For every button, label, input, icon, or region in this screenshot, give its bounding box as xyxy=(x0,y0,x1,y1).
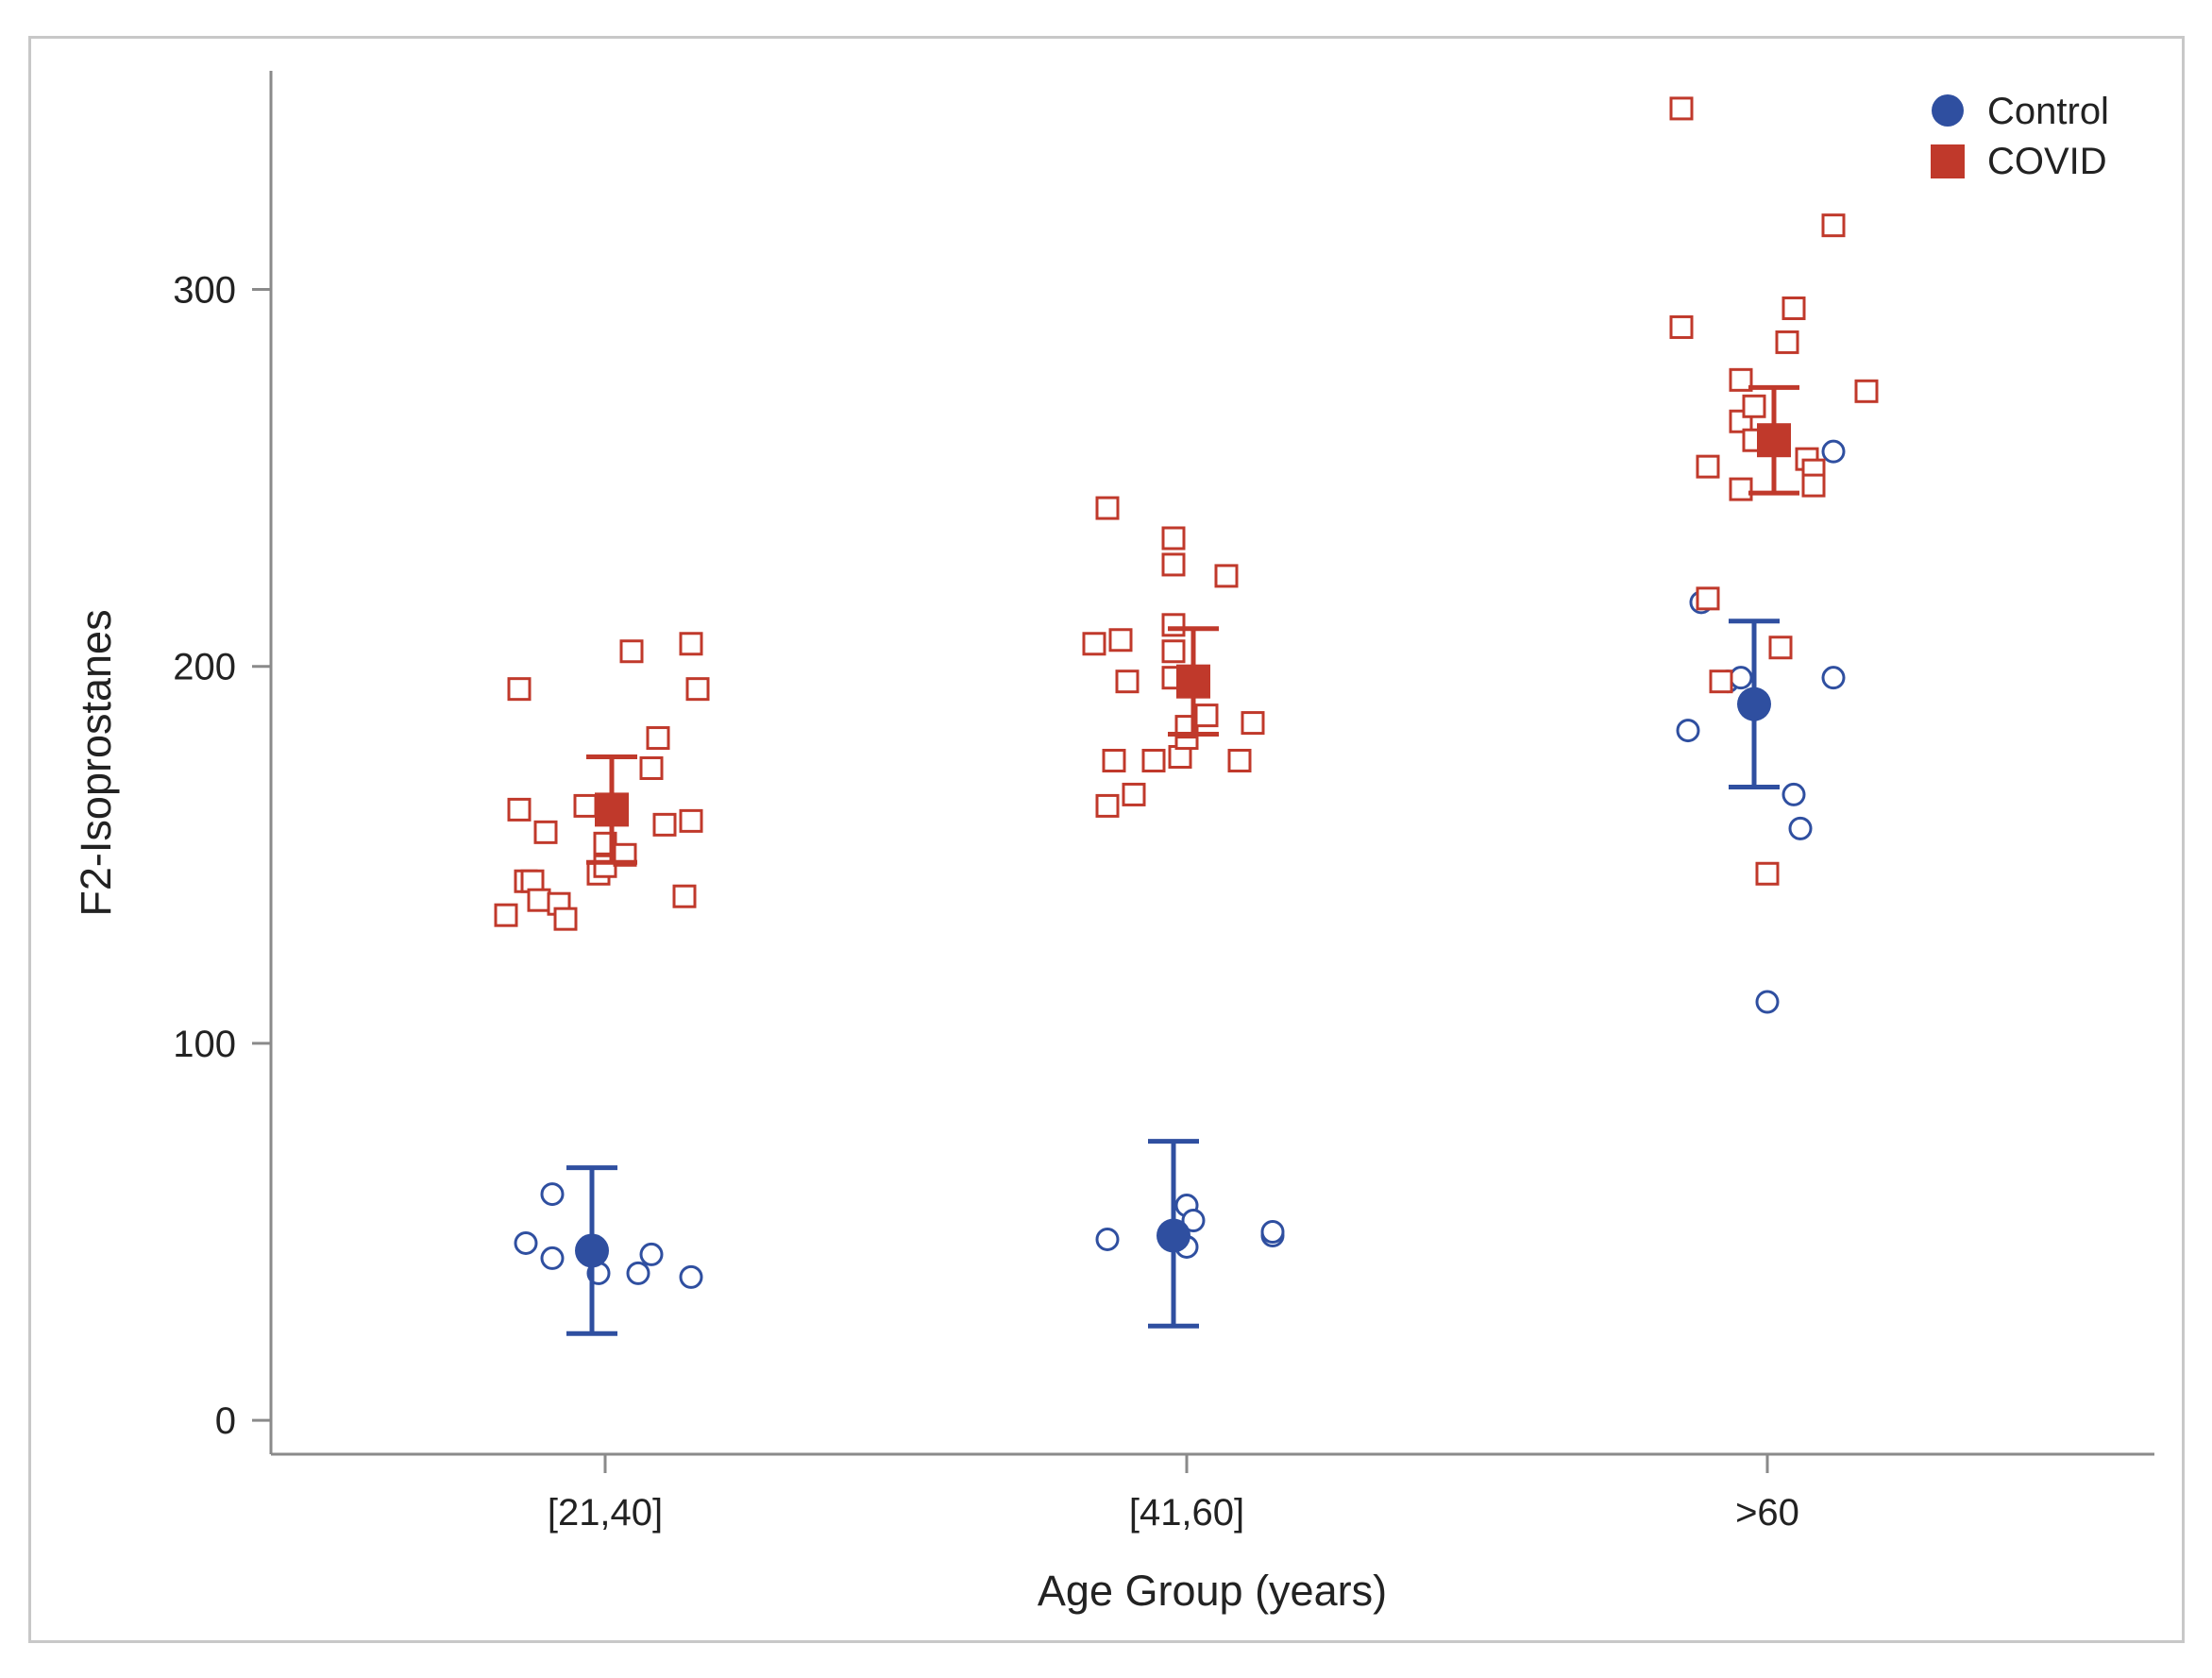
covid-mean xyxy=(595,792,629,827)
legend-control-marker xyxy=(1932,94,1964,127)
x-tick-label: [41,60] xyxy=(1129,1492,1244,1534)
summary-markers xyxy=(566,384,1799,1336)
covid-point xyxy=(1669,96,1694,121)
control-point xyxy=(679,1264,703,1289)
covid-point xyxy=(1095,496,1120,520)
covid-point xyxy=(1801,473,1826,498)
covid-point xyxy=(1102,749,1126,773)
covid-point xyxy=(685,677,710,702)
y-tick-label: 0 xyxy=(215,1400,236,1442)
x-axis-title: Age Group (years) xyxy=(1038,1567,1387,1615)
control-point xyxy=(1788,816,1813,840)
covid-point xyxy=(507,677,532,702)
covid-point xyxy=(1709,670,1733,694)
covid-point xyxy=(1122,782,1146,806)
covid-point xyxy=(1755,861,1780,886)
control-point xyxy=(639,1242,664,1266)
x-tick-label: [21,40] xyxy=(548,1492,663,1534)
y-tick-label: 200 xyxy=(173,647,236,688)
control-point xyxy=(1781,782,1806,806)
covid-mean xyxy=(1757,423,1791,458)
control-point xyxy=(1755,990,1780,1014)
axes xyxy=(269,71,2154,1456)
covid-point xyxy=(494,903,518,927)
covid-point xyxy=(1108,628,1133,653)
y-tick-label: 100 xyxy=(173,1024,236,1065)
covid-point xyxy=(1781,296,1806,320)
covid-point xyxy=(1696,454,1720,479)
covid-point xyxy=(527,888,551,912)
covid-point xyxy=(1729,367,1753,392)
control-point xyxy=(514,1230,538,1255)
covid-point xyxy=(1161,526,1186,551)
covid-point xyxy=(507,797,532,822)
control-point xyxy=(626,1261,650,1285)
covid-point xyxy=(639,755,664,780)
control-point xyxy=(1095,1227,1120,1251)
covid-point xyxy=(1115,670,1140,694)
covid-point xyxy=(1161,552,1186,577)
covid-point xyxy=(1742,394,1766,418)
legend-control-label: Control xyxy=(1987,91,2109,132)
covid-point xyxy=(1161,613,1186,637)
covid-mean xyxy=(1176,664,1210,699)
covid-point xyxy=(1821,213,1846,238)
control-point xyxy=(1821,666,1846,690)
covid-point xyxy=(533,820,558,844)
control-point xyxy=(1821,439,1846,464)
covid-point xyxy=(1095,793,1120,818)
chart-frame xyxy=(28,36,2185,1643)
control-mean xyxy=(1157,1218,1190,1253)
control-point xyxy=(1260,1219,1285,1244)
covid-point xyxy=(1241,711,1265,736)
legend-covid-marker xyxy=(1931,144,1965,178)
covid-point xyxy=(1669,314,1694,339)
x-ticks: [21,40] [41,60] >60 xyxy=(548,1454,1799,1534)
control-point xyxy=(540,1246,565,1270)
control-mean xyxy=(575,1233,609,1268)
control-point xyxy=(1676,719,1700,743)
covid-point xyxy=(553,907,578,931)
covid-point xyxy=(679,808,703,833)
covid-point xyxy=(1082,632,1106,656)
y-ticks: 0 100 200 300 xyxy=(173,270,271,1442)
control-point xyxy=(1181,1209,1206,1233)
covid-point xyxy=(646,726,670,751)
covid-point xyxy=(1854,379,1879,403)
control-point xyxy=(540,1182,565,1207)
y-axis-title: F2-Isoprostanes xyxy=(72,609,120,916)
covid-point xyxy=(1141,749,1166,773)
covid-point xyxy=(619,639,644,664)
covid-point xyxy=(652,812,677,837)
covid-point xyxy=(573,793,598,818)
covid-point xyxy=(679,632,703,656)
covid-point xyxy=(1214,564,1239,588)
covid-point xyxy=(1227,749,1252,773)
covid-point xyxy=(1768,636,1793,660)
legend-covid-label: COVID xyxy=(1987,141,2107,182)
control-point xyxy=(1729,666,1753,690)
control-mean xyxy=(1737,686,1771,721)
covid-point xyxy=(1775,330,1799,354)
covid-point xyxy=(672,884,697,908)
legend: Control COVID xyxy=(1931,91,2109,182)
covid-point xyxy=(1696,586,1720,611)
y-tick-label: 300 xyxy=(173,270,236,312)
covid-point xyxy=(1194,703,1219,728)
covid-point xyxy=(1729,477,1753,501)
x-tick-label: >60 xyxy=(1735,1492,1799,1534)
covid-point xyxy=(1161,639,1186,664)
